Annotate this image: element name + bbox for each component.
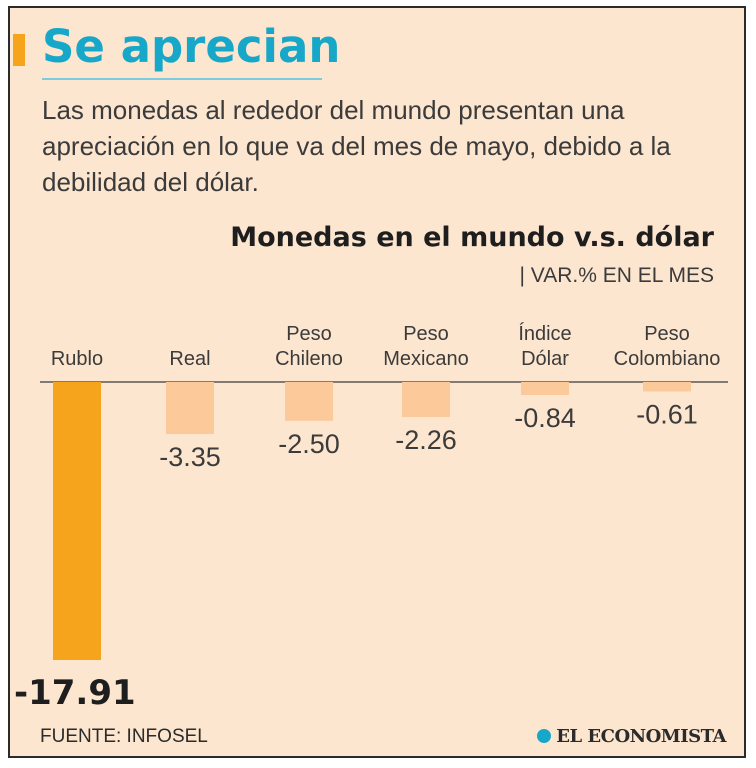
category-label-4-0: Índice [518,322,571,345]
value-label-2: -2.50 [278,429,340,459]
chart-unit-label: | VAR.% EN EL MES [519,264,714,287]
category-label-3-0: Peso [403,323,449,345]
value-label-0: -17.91 [14,673,136,713]
brand-logo: EL ECONOMISTA [537,726,726,747]
value-label-4: -0.84 [514,403,576,433]
bar-4 [521,382,569,396]
infographic-frame: Se aprecian Las monedas al rededor del m… [8,6,746,758]
bar-1 [166,382,214,434]
category-label-2-1: Chileno [275,348,343,370]
category-label-0: Rublo [51,348,103,370]
bar-0 [53,382,101,660]
title-accent-bar [13,34,25,66]
value-label-3: -2.26 [395,425,457,455]
page-subtitle: Las monedas al rededor del mundo present… [42,95,671,197]
category-label-4-1: Dólar [521,348,569,370]
category-label-2-0: Peso [286,323,332,345]
brand-name: EL ECONOMISTA [556,726,726,747]
page-title: Se aprecian [42,20,341,73]
category-label-5-0: Peso [644,323,690,345]
chart-title: Monedas en el mundo v.s. dólar [230,222,714,253]
value-label-5: -0.61 [636,399,698,429]
value-label-1: -3.35 [159,442,221,472]
bar-3 [402,382,450,418]
category-label-5-1: Colombiano [614,348,721,370]
category-label-3-1: Mexicano [383,348,469,370]
bar-5 [643,382,691,392]
category-label-1: Real [169,348,210,370]
bar-2 [285,382,333,421]
brand-icon [537,729,552,743]
source-note: FUENTE: INFOSEL [40,726,208,747]
title-underline [42,78,322,80]
bar-chart: Rublo -17.91 Real -3.35 Peso Chileno -2.50 Peso… [14,322,728,713]
